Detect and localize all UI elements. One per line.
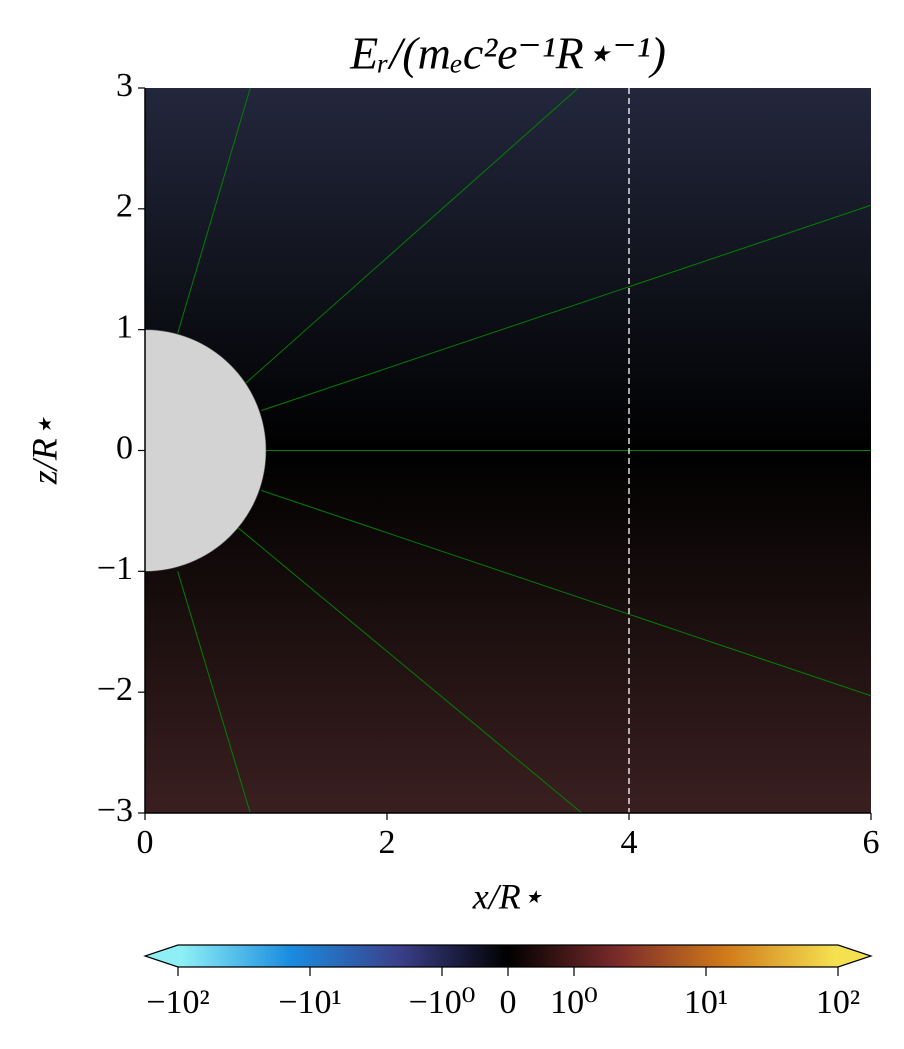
field-line bbox=[177, 571, 251, 813]
colorbar-tick-label: 0 bbox=[500, 984, 517, 1021]
y-tick-label: −3 bbox=[97, 792, 133, 829]
colorbar-tick-label: 10² bbox=[816, 984, 860, 1021]
plot-area bbox=[145, 88, 871, 813]
field-line bbox=[237, 527, 583, 813]
x-axis-label: x/R⋆ bbox=[472, 876, 544, 916]
field-line bbox=[240, 88, 579, 389]
x-tick-label: 6 bbox=[863, 824, 880, 861]
chart-title: Eᵣ/(mₑc²e⁻¹R⋆⁻¹) bbox=[349, 28, 666, 79]
y-tick-label: 3 bbox=[116, 67, 133, 104]
colorbar-tick-label: −10⁰ bbox=[409, 984, 476, 1021]
field-line bbox=[261, 204, 871, 412]
y-tick-label: −2 bbox=[97, 671, 133, 708]
field-line bbox=[261, 489, 871, 697]
x-tick-label: 0 bbox=[137, 824, 154, 861]
y-axis-label: z/R⋆ bbox=[24, 416, 64, 486]
colorbar-tick-label: −10² bbox=[146, 984, 209, 1021]
colorbar-tick-label: −10¹ bbox=[278, 984, 341, 1021]
colorbar-tick-label: 10¹ bbox=[684, 984, 728, 1021]
x-tick-label: 4 bbox=[621, 824, 638, 861]
y-tick-label: 0 bbox=[116, 429, 133, 466]
x-tick-label: 2 bbox=[379, 824, 396, 861]
colorbar bbox=[143, 944, 873, 968]
y-tick-label: 2 bbox=[116, 188, 133, 225]
star bbox=[145, 329, 267, 572]
colorbar-tick-label: 10⁰ bbox=[550, 984, 598, 1021]
field-line bbox=[177, 88, 251, 334]
y-tick-label: 1 bbox=[116, 308, 133, 345]
y-tick-label: −1 bbox=[97, 550, 133, 587]
